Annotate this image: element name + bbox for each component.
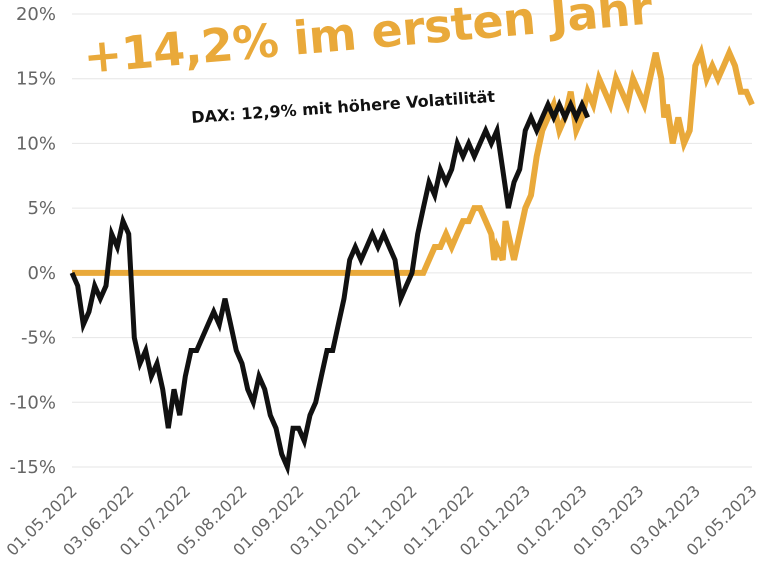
y-tick-label: 0% [27,263,56,284]
y-tick-label: 10% [16,133,56,154]
y-tick-label: -15% [9,457,56,478]
y-tick-label: 15% [16,69,56,90]
y-tick-label: 20% [16,4,56,25]
y-tick-label: -10% [9,392,56,413]
x-axis-ticks: 01.05.202203.06.202201.07.202205.08.2022… [3,481,761,559]
series-line-1 [69,98,590,477]
series-lines [69,43,755,477]
y-axis-ticks: -15% -10% -5% 0% 5% 10% 15% 20% [9,4,56,478]
y-tick-label: 5% [27,198,56,219]
series-line-0 [72,43,755,276]
y-tick-label: -5% [21,328,56,349]
